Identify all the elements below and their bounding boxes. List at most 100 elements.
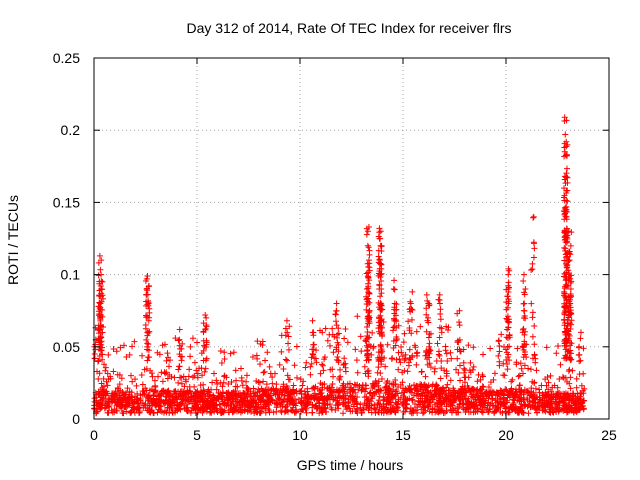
data-point-2322 — [286, 376, 293, 383]
data-point-602 — [407, 356, 414, 363]
data-point-2781 — [335, 330, 342, 337]
data-point-2295 — [127, 409, 134, 416]
data-point-2250 — [465, 409, 472, 416]
data-point-1586 — [147, 408, 154, 415]
data-point-2739 — [203, 343, 210, 350]
data-point-2696 — [145, 330, 152, 336]
data-point-1560 — [508, 385, 515, 392]
data-point-2456 — [443, 368, 450, 375]
data-point-3237 — [561, 192, 568, 199]
data-point-2661 — [97, 317, 104, 324]
data-point-2457 — [220, 409, 227, 416]
data-point-2481 — [242, 398, 249, 405]
data-point-2155 — [158, 390, 165, 397]
data-point-2449 — [211, 396, 218, 403]
data-point-2571 — [387, 406, 394, 413]
data-point-2505 — [576, 371, 583, 378]
data-point-2556 — [539, 397, 546, 404]
data-point-1215 — [280, 366, 287, 373]
data-point-2452 — [166, 404, 173, 411]
data-point-1795 — [374, 401, 381, 408]
data-point-826 — [254, 338, 261, 345]
data-point-1986 — [531, 341, 538, 348]
data-point-1337 — [103, 378, 110, 385]
data-point-3050 — [504, 304, 511, 311]
data-point-2249 — [136, 404, 143, 411]
data-point-2817 — [364, 228, 371, 235]
data-point-1459 — [328, 404, 335, 411]
data-point-2251 — [99, 384, 106, 391]
data-point-2718 — [145, 302, 152, 309]
data-point-225 — [533, 367, 540, 374]
data-point-2410 — [354, 313, 361, 320]
data-point-2000 — [136, 409, 143, 416]
data-point-2181 — [177, 406, 184, 413]
data-point-2944 — [390, 338, 397, 345]
data-point-1420 — [326, 342, 333, 349]
data-point-2536 — [304, 401, 311, 408]
data-point-2979 — [423, 305, 430, 312]
data-point-2599 — [420, 389, 427, 396]
data-point-2428 — [213, 401, 220, 408]
data-point-1555 — [517, 360, 524, 367]
data-point-625 — [175, 337, 182, 344]
data-point-2138 — [141, 402, 148, 409]
data-point-2088 — [285, 333, 292, 340]
data-point-2345 — [388, 391, 395, 398]
data-point-2994 — [437, 316, 444, 323]
data-point-461 — [94, 358, 101, 365]
data-point-2884 — [378, 290, 385, 297]
y-tick-label-2: 0.1 — [61, 267, 81, 283]
data-point-2483 — [262, 398, 269, 405]
y-tick-labels: 0 0.05 0.1 0.15 0.2 0.25 — [53, 50, 80, 427]
data-point-1698 — [390, 386, 397, 393]
data-point-3308 — [566, 332, 573, 339]
data-point-2485 — [269, 396, 276, 403]
data-point-2308 — [332, 402, 339, 409]
data-point-2905 — [377, 319, 384, 326]
data-point-1116 — [341, 361, 348, 368]
data-point-1315 — [161, 341, 168, 348]
data-point-434 — [214, 380, 221, 387]
data-point-3217 — [561, 302, 568, 309]
x-tick-label-5: 25 — [601, 427, 617, 443]
data-point-2243 — [378, 403, 385, 410]
data-point-2902 — [375, 253, 382, 260]
data-point-2722 — [176, 336, 183, 343]
data-point-2586 — [195, 397, 202, 404]
data-point-3295 — [566, 309, 573, 316]
data-point-1336 — [312, 402, 319, 409]
data-point-2512 — [277, 407, 284, 414]
data-point-3007 — [454, 355, 461, 362]
data-point-2081 — [561, 395, 568, 402]
data-point-2194 — [368, 409, 375, 416]
data-point-2226 — [114, 384, 121, 391]
data-point-2073 — [150, 396, 157, 403]
data-point-2713 — [144, 285, 150, 292]
data-point-1894 — [504, 366, 511, 373]
data-point-101 — [545, 379, 552, 386]
data-point-2677 — [97, 300, 104, 307]
data-point-2565 — [441, 399, 448, 406]
data-point-1533 — [175, 394, 182, 401]
data-point-2947 — [393, 334, 400, 341]
data-point-2986 — [426, 340, 433, 347]
data-point-2844 — [366, 260, 373, 267]
data-point-2141 — [567, 374, 574, 381]
data-point-2150 — [433, 381, 440, 388]
data-point-2487 — [165, 387, 172, 394]
data-point-235 — [538, 382, 545, 389]
data-point-2206 — [264, 399, 271, 406]
data-point-2326 — [260, 378, 267, 385]
data-point-1383 — [542, 389, 549, 396]
data-point-2984 — [424, 297, 431, 304]
data-point-2347 — [168, 373, 175, 380]
data-point-1931 — [470, 363, 477, 370]
data-point-1067 — [415, 397, 422, 404]
data-point-2499 — [546, 404, 553, 411]
data-point-2764 — [333, 322, 340, 329]
data-point-2032 — [320, 405, 327, 412]
data-point-2624 — [95, 272, 102, 279]
data-point-2924 — [375, 328, 382, 335]
data-point-1250 — [149, 373, 156, 380]
